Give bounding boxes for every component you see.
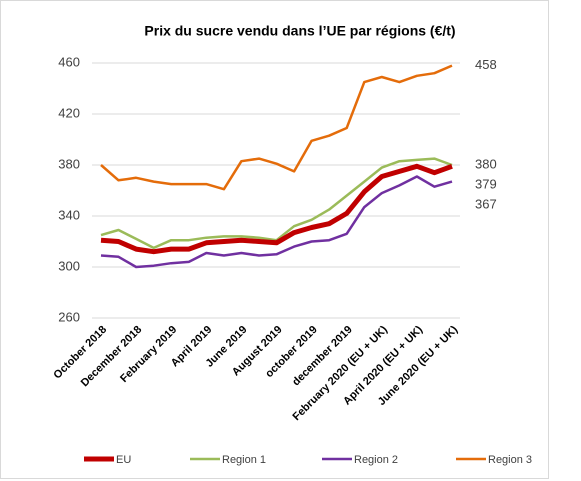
series-line [100,64,453,191]
legend-label: Region 1 [222,454,266,466]
y-tick-label: 260 [58,309,80,324]
y-tick-label: 460 [58,54,80,69]
series-line [100,163,453,255]
legend-label: Region 2 [354,454,398,466]
chart-title: Prix du sucre vendu dans l’UE par région… [144,23,455,39]
legend-label: Region 3 [488,454,532,466]
end-label: 380 [475,156,497,171]
y-tick-label: 420 [58,105,80,120]
y-tick-label: 300 [58,258,80,273]
y-tick-label: 380 [58,156,80,171]
y-tick-label: 340 [58,207,80,222]
legend-label: EU [116,454,131,466]
end-label: 379 [475,176,497,191]
end-label: 458 [475,57,497,72]
end-label: 367 [475,196,497,211]
series-line [100,175,453,269]
